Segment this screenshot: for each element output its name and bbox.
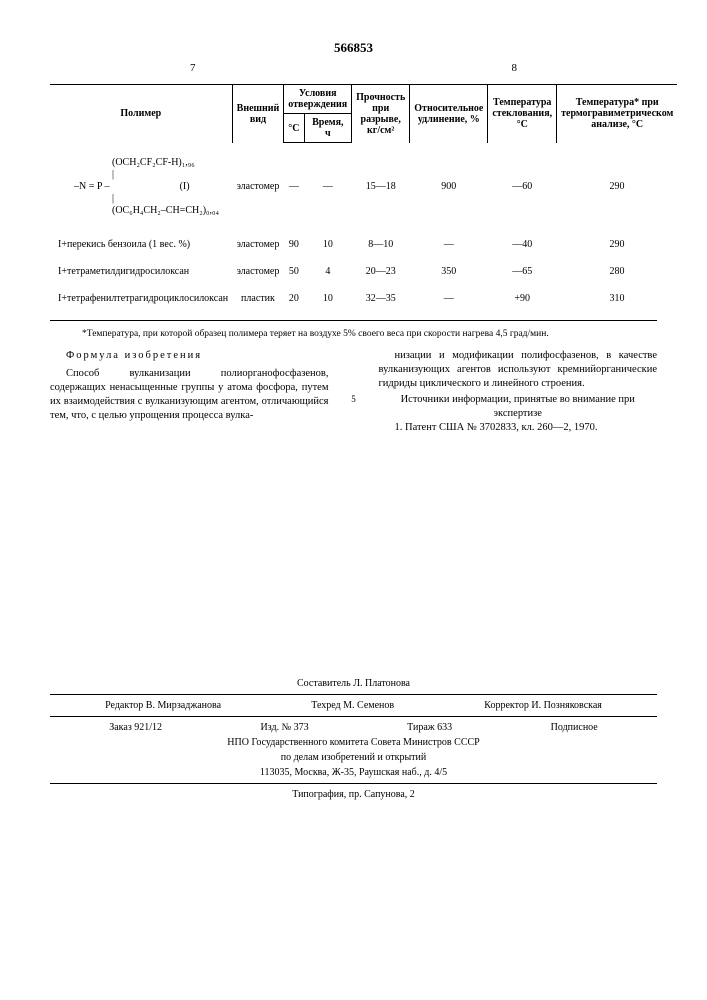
compiler: Составитель Л. Платонова bbox=[50, 676, 657, 691]
table-bottom-rule bbox=[50, 320, 657, 321]
cell: 310 bbox=[557, 285, 678, 312]
th-polymer: Полимер bbox=[50, 85, 232, 143]
cell: 350 bbox=[410, 258, 488, 285]
cell: эластомер bbox=[232, 231, 284, 258]
table-row: I+тетраметилдигидросилоксан эластомер 50… bbox=[50, 258, 677, 285]
sources-heading: Источники информации, принятые во вниман… bbox=[379, 393, 658, 421]
cell: 8—10 bbox=[352, 231, 410, 258]
order: Заказ 921/12 bbox=[109, 722, 162, 733]
cell: эластомер bbox=[232, 143, 284, 231]
cell: —60 bbox=[488, 143, 557, 231]
cell: 4 bbox=[304, 258, 352, 285]
cell: пластик bbox=[232, 285, 284, 312]
cell: 50 bbox=[284, 258, 304, 285]
cell: I+перекись бензоила (1 вес. %) bbox=[50, 231, 232, 258]
cell-polymer-formula: (OCH₂CF₂CF-H)₁,₉₆ | –N = P –(I) | (OC₆H₄… bbox=[50, 143, 232, 231]
page-right: 8 bbox=[512, 62, 518, 74]
th-elong: Относительное удлинение, % bbox=[410, 85, 488, 143]
table-row: I+тетрафенилтетрагидроциклосилоксан плас… bbox=[50, 285, 677, 312]
sources-item: 1. Патент США № 3702833, кл. 260—2, 1970… bbox=[379, 421, 658, 435]
credits-block: Составитель Л. Платонова Редактор В. Мир… bbox=[50, 676, 657, 802]
th-tga: Температура* при термогравиметрическом а… bbox=[557, 85, 678, 143]
th-glass: Температура стеклования, °C bbox=[488, 85, 557, 143]
cell: 90 bbox=[284, 231, 304, 258]
cell: 280 bbox=[557, 258, 678, 285]
cell: I+тетраметилдигидросилоксан bbox=[50, 258, 232, 285]
tirazh: Тираж 633 bbox=[407, 722, 452, 733]
data-table: Полимер Внешний вид Условия отверждения … bbox=[50, 84, 677, 312]
cell: — bbox=[284, 143, 304, 231]
table-footnote: *Температура, при которой образец полиме… bbox=[50, 325, 657, 349]
izd: Изд. № 373 bbox=[261, 722, 309, 733]
chemical-formula: (OCH₂CF₂CF-H)₁,₉₆ | –N = P –(I) | (OC₆H₄… bbox=[58, 151, 228, 223]
cell: эластомер bbox=[232, 258, 284, 285]
document-number: 566853 bbox=[50, 40, 657, 56]
th-strength: Прочность при разрыве, кг/см² bbox=[352, 85, 410, 143]
claims-right-p1: низации и модификации полифосфазенов, в … bbox=[379, 349, 658, 392]
claims-left-text: Способ вулканизации полиорганофосфазенов… bbox=[50, 367, 329, 424]
corrector: Корректор И. Позняковская bbox=[484, 700, 602, 711]
cell: 290 bbox=[557, 231, 678, 258]
claims-section: Формула изобретения Способ вулканизации … bbox=[50, 349, 657, 436]
org-line1: НПО Государственного комитета Совета Мин… bbox=[50, 735, 657, 750]
cell: 32—35 bbox=[352, 285, 410, 312]
th-appearance: Внешний вид bbox=[232, 85, 284, 143]
cell: I+тетрафенилтетрагидроциклосилоксан bbox=[50, 285, 232, 312]
typography: Типография, пр. Сапунова, 2 bbox=[50, 787, 657, 802]
cell: 15—18 bbox=[352, 143, 410, 231]
techred: Техред М. Семенов bbox=[311, 700, 394, 711]
subscription: Подписное bbox=[551, 722, 598, 733]
page-left: 7 bbox=[190, 62, 196, 74]
cell: 20 bbox=[284, 285, 304, 312]
cell: — bbox=[410, 285, 488, 312]
cell: —40 bbox=[488, 231, 557, 258]
table-row: (OCH₂CF₂CF-H)₁,₉₆ | –N = P –(I) | (OC₆H₄… bbox=[50, 143, 677, 231]
claims-heading: Формула изобретения bbox=[50, 349, 329, 363]
cell: — bbox=[304, 143, 352, 231]
org-line2: по делам изобретений и открытий bbox=[50, 750, 657, 765]
column-marker: 5 bbox=[347, 349, 361, 436]
cell: — bbox=[410, 231, 488, 258]
page-numbers: 7 8 bbox=[50, 62, 657, 74]
left-column: Формула изобретения Способ вулканизации … bbox=[50, 349, 329, 436]
right-column: низации и модификации полифосфазенов, в … bbox=[379, 349, 658, 436]
th-timeh: Время, ч bbox=[304, 114, 352, 143]
cell: +90 bbox=[488, 285, 557, 312]
cell: 10 bbox=[304, 231, 352, 258]
table-row: I+перекись бензоила (1 вес. %) эластомер… bbox=[50, 231, 677, 258]
th-tempc: °C bbox=[284, 114, 304, 143]
cell: 290 bbox=[557, 143, 678, 231]
address: 113035, Москва, Ж-35, Раушская наб., д. … bbox=[50, 765, 657, 780]
cell: 10 bbox=[304, 285, 352, 312]
editor: Редактор В. Мирзаджанова bbox=[105, 700, 221, 711]
cell: 900 bbox=[410, 143, 488, 231]
th-curing: Условия отверждения bbox=[284, 85, 352, 114]
cell: —65 bbox=[488, 258, 557, 285]
cell: 20—23 bbox=[352, 258, 410, 285]
